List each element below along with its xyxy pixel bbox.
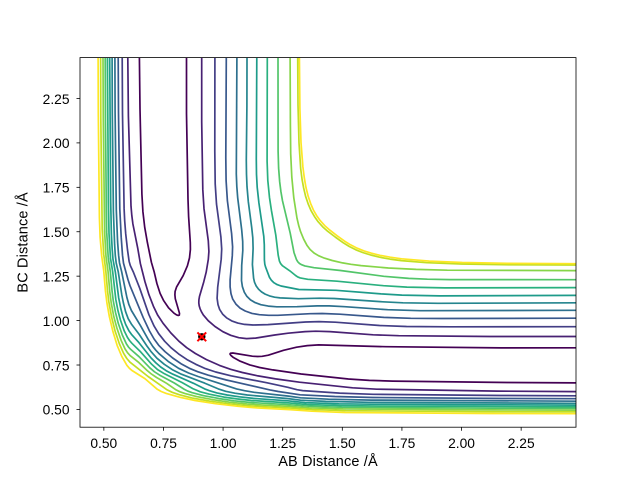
svg-text:1.00: 1.00 <box>43 314 70 329</box>
svg-text:0.75: 0.75 <box>43 358 70 373</box>
svg-text:0.50: 0.50 <box>43 403 70 418</box>
svg-text:0.75: 0.75 <box>150 436 177 451</box>
svg-text:AB Distance /Å: AB Distance /Å <box>278 453 378 470</box>
svg-text:1.25: 1.25 <box>43 270 70 285</box>
svg-text:1.75: 1.75 <box>388 436 415 451</box>
svg-text:2.00: 2.00 <box>448 436 475 451</box>
svg-text:1.75: 1.75 <box>43 181 70 196</box>
svg-text:2.25: 2.25 <box>43 92 70 107</box>
svg-text:1.50: 1.50 <box>43 225 70 240</box>
svg-text:2.25: 2.25 <box>508 436 535 451</box>
svg-text:1.00: 1.00 <box>210 436 237 451</box>
svg-text:0.50: 0.50 <box>90 436 117 451</box>
svg-text:BC Distance /Å: BC Distance /Å <box>15 192 32 293</box>
svg-text:1.50: 1.50 <box>329 436 356 451</box>
svg-text:1.25: 1.25 <box>269 436 296 451</box>
svg-text:2.00: 2.00 <box>43 136 70 151</box>
